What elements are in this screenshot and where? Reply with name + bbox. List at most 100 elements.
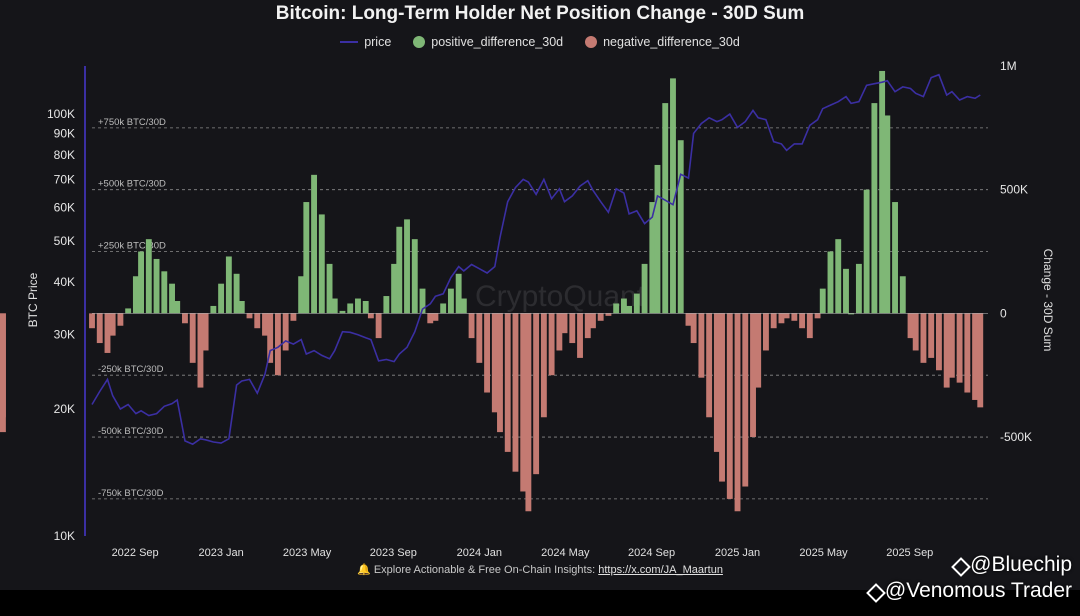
reference-line-label: -250k BTC/30D (98, 364, 164, 375)
negative-bar (520, 313, 527, 492)
negative-bar (290, 313, 297, 321)
legend-item-positive[interactable]: positive_difference_30d (413, 35, 563, 49)
right-tick-label: 1M (1000, 59, 1017, 73)
positive-bar (633, 293, 640, 314)
negative-bar (117, 313, 124, 326)
negative-bar (569, 313, 576, 344)
positive-bar (843, 268, 849, 314)
negative-bar (907, 313, 914, 339)
negative-bar (750, 313, 756, 438)
legend-label: positive_difference_30d (431, 35, 564, 49)
legend-label: price (364, 35, 392, 49)
positive-bar (347, 303, 354, 314)
negative-bar (799, 313, 806, 329)
positive-bar (331, 298, 338, 314)
legend-item-price[interactable]: price (340, 35, 391, 49)
negative-bar (0, 313, 6, 433)
overlay-watermarks: @Bluechip @Venomous Trader (0, 553, 1080, 616)
negative-bar (189, 313, 196, 363)
footer-link[interactable]: https://x.com/JA_Maartun (598, 564, 723, 576)
negative-bar (806, 313, 813, 339)
positive-bar (899, 276, 906, 314)
negative-bar (104, 313, 111, 353)
negative-bar (791, 313, 798, 321)
positive-bar (884, 115, 891, 314)
negative-bar (89, 313, 95, 329)
legend-item-negative[interactable]: negative_difference_30d (585, 35, 740, 49)
negative-bar (920, 313, 927, 363)
negative-bar (512, 313, 519, 472)
negative-bar (525, 313, 532, 512)
bottom-bar (0, 590, 1080, 616)
reference-line-layer: +750k BTC/30D +500k BTC/30D +250k BTC/30D -… (92, 117, 988, 500)
footer-note: 🔔 Explore Actionable & Free On-Chain Ins… (0, 563, 1080, 576)
positive-bar (626, 305, 633, 314)
negative-bar (690, 313, 697, 344)
x-tick-label: 2025 Jan (715, 547, 760, 559)
x-tick-label: 2025 May (799, 547, 848, 559)
negative-bar (497, 313, 503, 433)
negative-bar (742, 313, 749, 487)
positive-bar (153, 258, 160, 314)
watermark-trader: @Venomous Trader (867, 579, 1072, 603)
chart-title: Bitcoin: Long-Term Holder Net Position C… (275, 3, 805, 24)
price-line (91, 73, 981, 446)
negative-bar (254, 313, 261, 329)
negative-bar (814, 313, 821, 319)
left-axis: 10K 20K 30K 40K 50K 60K 70K 80K 90K 100K (47, 66, 86, 543)
positive-bar (662, 103, 669, 314)
negative-bar (584, 313, 591, 339)
negative-bar (912, 313, 919, 351)
negative-bar (491, 313, 498, 413)
positive-bar (613, 303, 620, 314)
chart-watermark: CryptoQuant (475, 280, 646, 313)
negative-bar (476, 313, 483, 363)
positive-bar (326, 263, 333, 314)
negative-bar (698, 313, 705, 378)
negative-bar (375, 313, 382, 339)
watermark-text: @Venomous Trader (884, 579, 1072, 602)
positive-bar (210, 305, 217, 314)
left-tick-label: 60K (54, 201, 75, 215)
negative-bar (540, 313, 547, 418)
legend-label: negative_difference_30d (603, 35, 740, 49)
left-tick-label: 90K (54, 126, 75, 140)
left-tick-label: 20K (54, 402, 75, 416)
negative-bar (556, 313, 563, 351)
positive-bar (855, 263, 862, 314)
positive-bar (654, 164, 661, 314)
positive-bar (383, 296, 390, 314)
legend: price positive_difference_30d negative_d… (0, 35, 1080, 49)
positive-bar (447, 288, 454, 314)
positive-bar (892, 202, 898, 314)
left-tick-label: 10K (54, 529, 75, 543)
negative-bar (783, 313, 790, 319)
positive-bar (138, 251, 144, 314)
negative-bar (548, 313, 555, 376)
positive-bar (827, 251, 834, 314)
x-tick-label: 2023 Jan (198, 547, 243, 559)
positive-bar (411, 239, 418, 314)
left-tick-label: 40K (54, 275, 75, 289)
positive-bar (218, 283, 225, 314)
negative-bar (726, 313, 733, 499)
negative-bar (577, 313, 583, 358)
left-tick-label: 50K (54, 234, 75, 248)
negative-bar (719, 313, 725, 482)
right-axis: -500K 0 500K 1M (1000, 59, 1032, 444)
negative-bar (246, 313, 253, 319)
negative-bar (755, 313, 762, 388)
bell-icon: 🔔 (357, 564, 371, 576)
diamond-logo-icon (952, 558, 966, 572)
negative-bar (274, 313, 281, 376)
left-tick-label: 80K (54, 148, 75, 162)
positive-bar (670, 78, 676, 314)
negative-bar (182, 313, 188, 324)
negative-bar (597, 313, 604, 321)
positive-bar (819, 288, 826, 314)
positive-bar (169, 283, 175, 314)
reference-line-label: +750k BTC/30D (98, 117, 166, 128)
positive-bar (440, 303, 447, 314)
positive-bar (396, 226, 403, 314)
